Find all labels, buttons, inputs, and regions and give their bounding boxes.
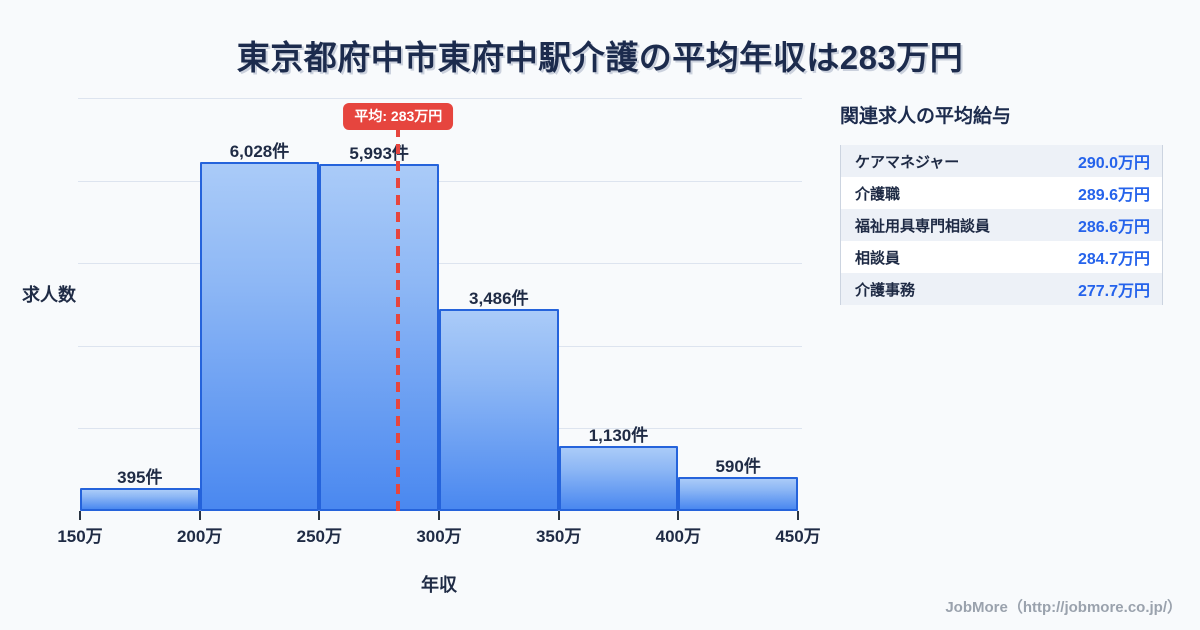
job-salary: 286.6万円 xyxy=(1077,219,1150,236)
related-job-row: 福祉用具専門相談員 286.6万円 xyxy=(841,209,1162,241)
x-tick-label: 150万 xyxy=(57,527,103,546)
related-job-row: 介護事務 277.7万円 xyxy=(841,273,1162,305)
histogram-bar xyxy=(558,446,679,511)
x-tick-label: 350万 xyxy=(535,527,582,546)
job-salary: 290.0万円 xyxy=(1077,155,1150,172)
bar-value-label: 1,130件 xyxy=(588,426,649,445)
job-name: ケアマネジャー xyxy=(855,153,960,171)
page-title: 東京都府中市東府中駅介護の平均年収は283万円 xyxy=(236,39,964,76)
bar-value-label: 3,486件 xyxy=(469,289,529,308)
job-name: 介護事務 xyxy=(855,281,916,299)
histogram-bar xyxy=(678,477,798,511)
x-tick-label: 200万 xyxy=(176,527,223,546)
x-tick xyxy=(318,511,321,520)
related-job-row: 相談員 284.7万円 xyxy=(841,241,1162,273)
job-salary: 277.7万円 xyxy=(1077,283,1150,300)
job-name: 介護職 xyxy=(855,185,901,203)
x-tick xyxy=(438,511,440,520)
bar-value-label: 395件 xyxy=(117,468,163,487)
histogram-bar xyxy=(439,309,559,511)
x-tick-label: 400万 xyxy=(655,527,702,546)
average-line xyxy=(396,127,401,511)
histogram-bar xyxy=(80,488,200,511)
related-jobs-list: ケアマネジャー 290.0万円介護職 289.6万円福祉用具専門相談員 286.6万円… xyxy=(840,145,1163,305)
bar-value-label: 6,028件 xyxy=(229,142,290,161)
related-job-row: ケアマネジャー 290.0万円 xyxy=(841,145,1162,177)
job-name: 福祉用具専門相談員 xyxy=(855,217,991,235)
x-tick xyxy=(557,511,560,520)
related-jobs-title: 関連求人の平均給与 xyxy=(840,106,1012,127)
x-tick-label: 300万 xyxy=(416,527,462,546)
gridline xyxy=(78,263,802,265)
gridline xyxy=(78,98,802,99)
job-name: 相談員 xyxy=(855,249,901,267)
y-axis-label: 求人数 xyxy=(22,285,76,305)
x-tick xyxy=(677,511,680,520)
x-tick-label: 450万 xyxy=(775,527,821,546)
related-job-row: 介護職 289.6万円 xyxy=(841,177,1162,209)
job-salary: 284.7万円 xyxy=(1077,251,1150,268)
x-tick-label: 250万 xyxy=(296,527,343,546)
average-badge: 平均: 283万円 xyxy=(343,103,454,130)
histogram-bar xyxy=(319,164,439,511)
x-tick xyxy=(79,511,81,520)
job-salary: 289.6万円 xyxy=(1077,187,1150,204)
histogram-bar xyxy=(199,162,320,511)
gridline xyxy=(78,180,802,182)
footer-credit: JobMore（http://jobmore.co.jp/） xyxy=(945,599,1182,616)
bar-value-label: 5,993件 xyxy=(349,144,409,163)
x-axis-label: 年収 xyxy=(421,575,457,595)
x-tick xyxy=(797,511,799,520)
x-tick xyxy=(198,511,201,520)
bar-value-label: 590件 xyxy=(715,457,761,476)
